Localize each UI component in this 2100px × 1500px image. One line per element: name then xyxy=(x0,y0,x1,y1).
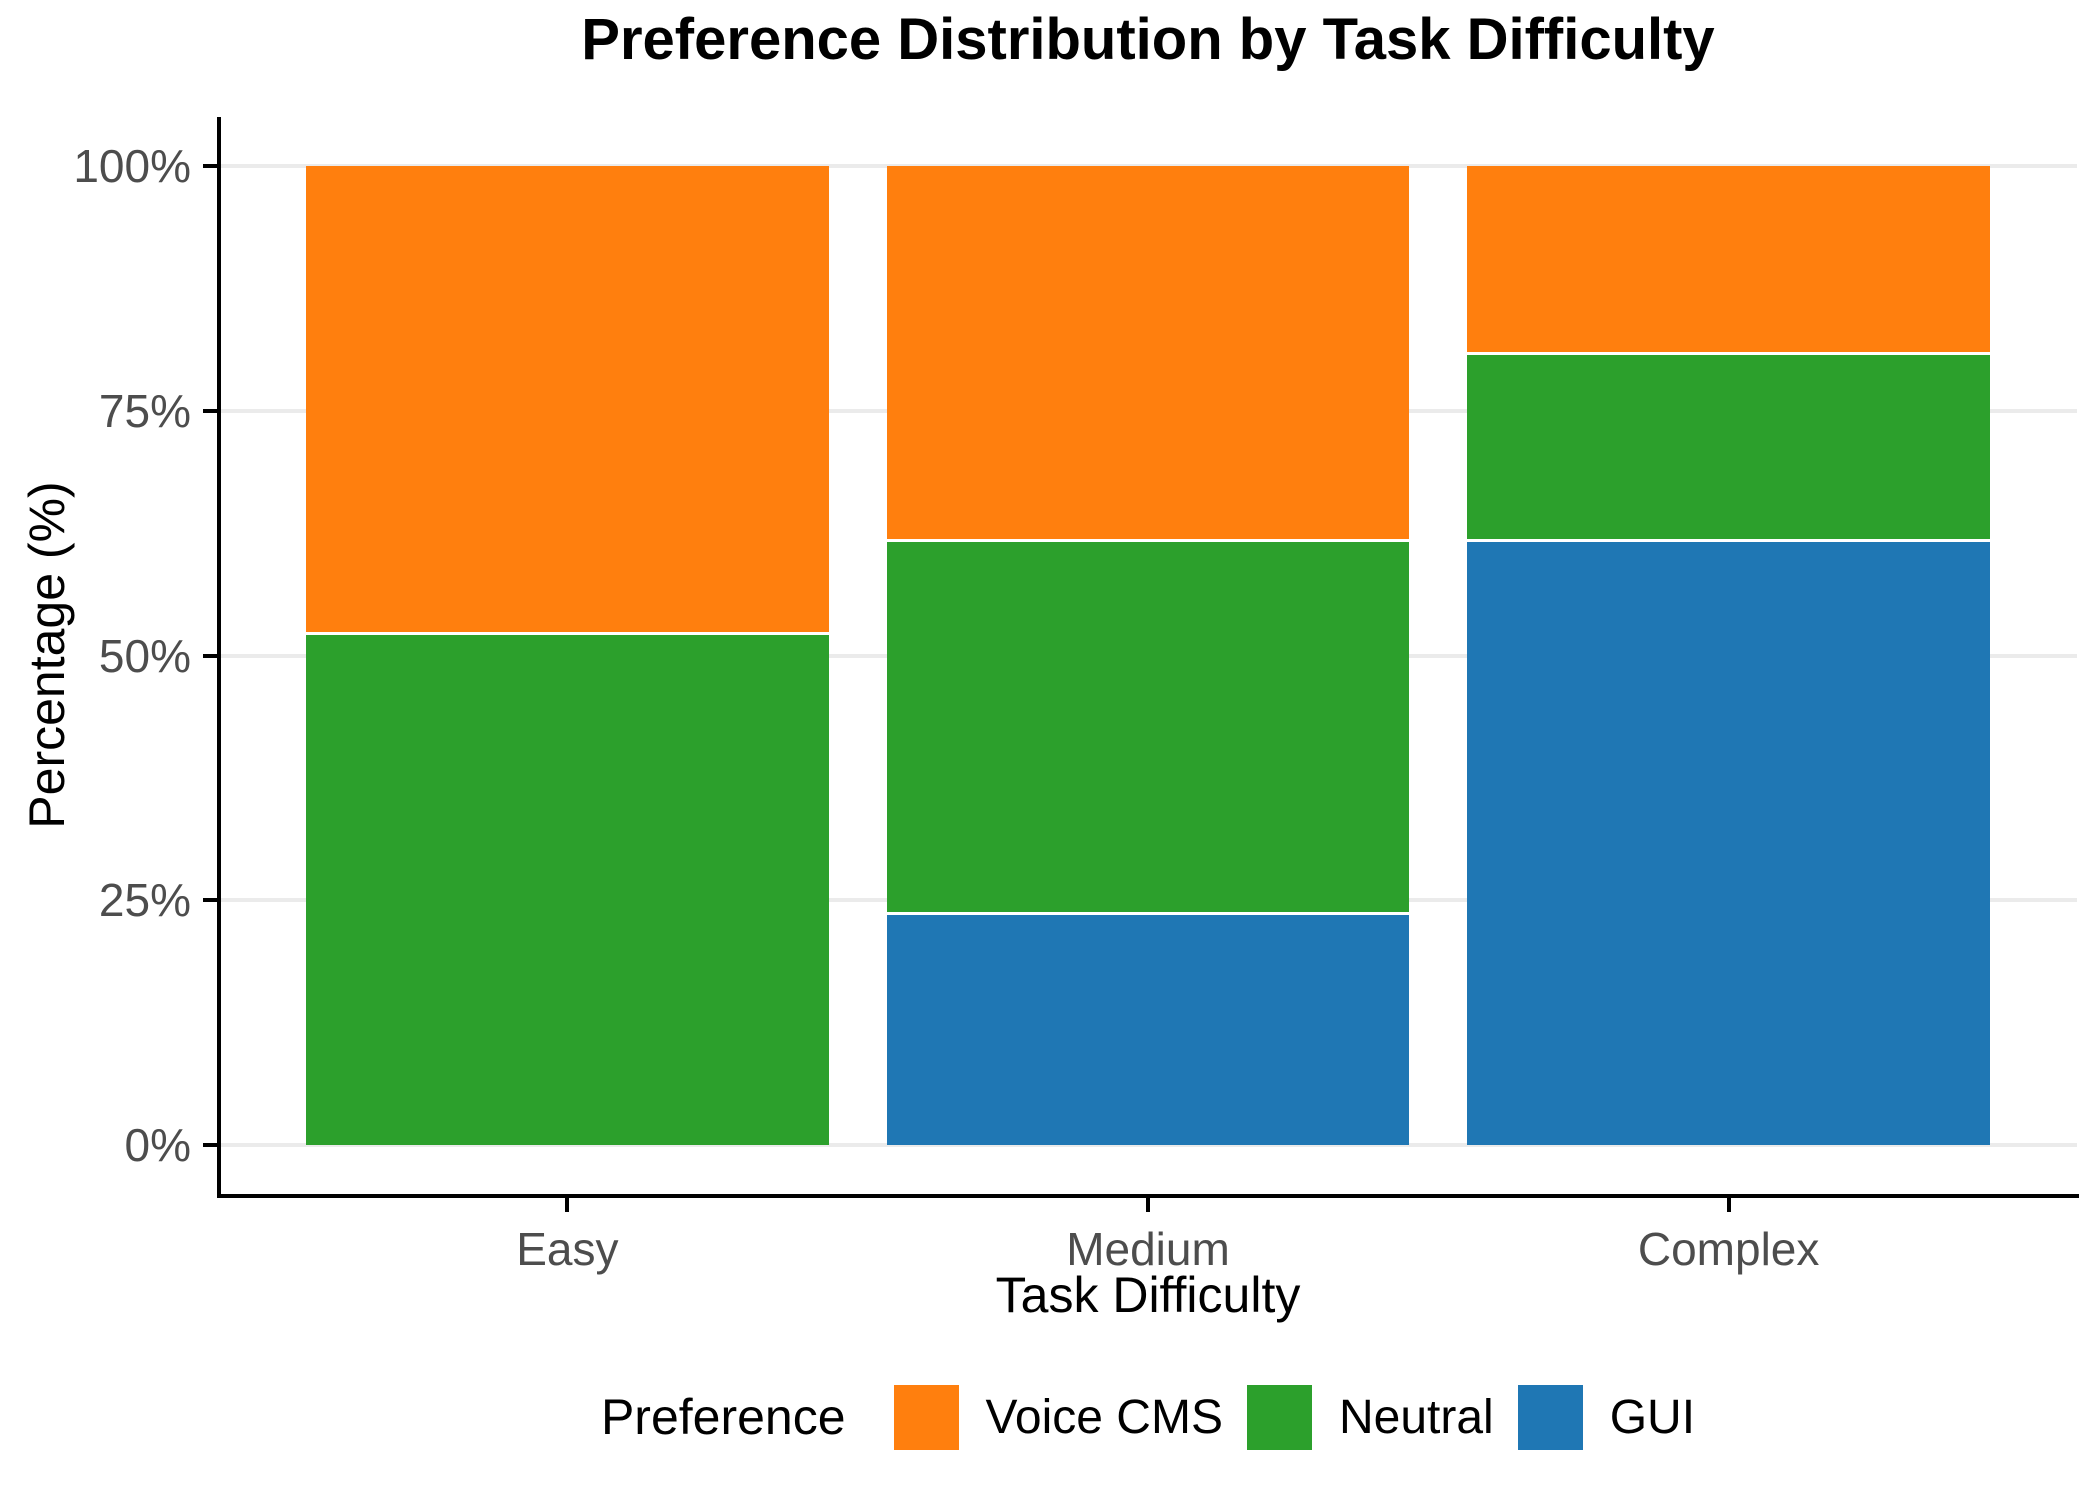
y-tick-mark-100% xyxy=(203,163,217,168)
y-tick-label-25%: 25% xyxy=(98,874,191,927)
legend: Preference Voice CMS Neutral GUI xyxy=(219,1378,2077,1456)
y-tick-label-50%: 50% xyxy=(98,629,191,682)
segment-medium-voice-cms xyxy=(886,165,1410,539)
bar-easy xyxy=(306,117,829,1194)
legend-entry-neutral: Neutral xyxy=(1246,1384,1494,1450)
legend-entry-gui: GUI xyxy=(1517,1384,1696,1450)
legend-label-gui: GUI xyxy=(1609,1390,1696,1444)
legend-swatch-neutral xyxy=(1246,1384,1312,1450)
y-tick-mark-75% xyxy=(203,408,217,413)
gridline-0% xyxy=(219,1143,2077,1148)
plot-panel xyxy=(219,117,2077,1194)
legend-swatch-voice-cms xyxy=(893,1384,959,1450)
y-tick-mark-0% xyxy=(203,1143,217,1148)
segment-medium-gui xyxy=(886,912,1410,1146)
y-tick-mark-25% xyxy=(203,898,217,903)
x-tick-label-easy: Easy xyxy=(516,1223,619,1275)
legend-title: Preference xyxy=(600,1389,846,1445)
segment-easy-voice-cms xyxy=(306,165,829,632)
segment-complex-neutral xyxy=(1467,351,1990,539)
x-tick-mark-complex xyxy=(1726,1198,1731,1212)
segment-easy-neutral xyxy=(306,632,829,1146)
chart-title: Preference Distribution by Task Difficul… xyxy=(581,7,1715,72)
legend-label-neutral: Neutral xyxy=(1338,1390,1494,1444)
x-tick-label-complex: Complex xyxy=(1637,1223,1820,1275)
x-tick-mark-easy xyxy=(565,1198,570,1212)
x-axis-line xyxy=(217,1194,2079,1198)
x-axis-title: Task Difficulty xyxy=(995,1267,1301,1323)
legend-entry-voice-cms: Voice CMS xyxy=(893,1384,1223,1450)
bar-complex xyxy=(1467,117,1990,1194)
y-axis-line xyxy=(217,117,221,1198)
segment-medium-neutral xyxy=(886,538,1410,913)
x-tick-label-medium: Medium xyxy=(1066,1223,1230,1275)
segment-complex-voice-cms xyxy=(1467,165,1990,352)
y-tick-label-100%: 100% xyxy=(73,139,191,192)
bar-medium xyxy=(886,117,1410,1194)
x-tick-mark-medium xyxy=(1146,1198,1150,1212)
legend-label-voice-cms: Voice CMS xyxy=(985,1390,1223,1444)
y-tick-label-0%: 0% xyxy=(124,1119,191,1172)
y-tick-mark-50% xyxy=(203,653,217,658)
legend-swatch-gui xyxy=(1517,1384,1583,1450)
segment-complex-gui xyxy=(1467,538,1990,1146)
y-tick-label-75%: 75% xyxy=(98,384,191,437)
